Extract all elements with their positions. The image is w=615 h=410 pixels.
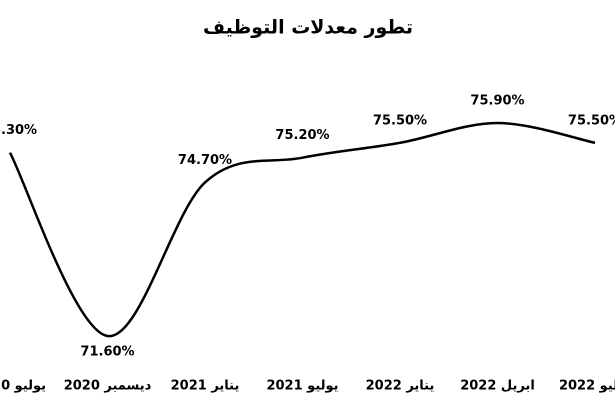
x-tick-label: ابريل 2022 — [460, 379, 535, 394]
chart-title: تطور معدلات التوظيف — [203, 17, 413, 39]
value-label: 75.20% — [275, 128, 329, 143]
x-tick-label: يناير 2021 — [171, 379, 240, 394]
value-label: 71.60% — [80, 345, 134, 360]
line — [8, 121, 596, 338]
value-label: 74.70% — [178, 153, 232, 168]
x-tick-label: يناير 2022 — [366, 379, 435, 394]
value-label: 75.50% — [568, 113, 615, 128]
x-tick-label: يوليو 2022 — [559, 379, 615, 394]
value-label: 75.50% — [373, 113, 427, 128]
x-tick-label: يوليو 2020 — [0, 379, 46, 394]
value-label: 75.90% — [470, 94, 524, 109]
x-tick-label: يوليو 2021 — [266, 379, 338, 394]
value-label: 75.30% — [0, 123, 37, 138]
x-tick-label: ديسمبر 2020 — [64, 379, 152, 394]
